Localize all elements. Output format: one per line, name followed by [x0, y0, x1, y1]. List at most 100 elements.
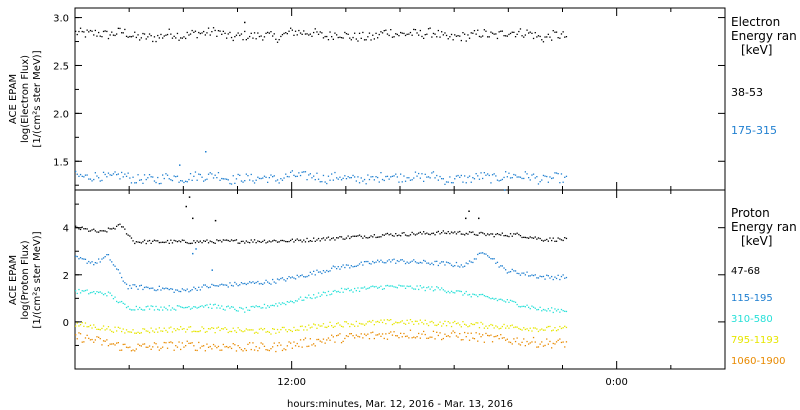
data-point — [406, 33, 408, 35]
data-point — [189, 342, 192, 344]
data-point — [255, 305, 257, 307]
data-point — [193, 31, 195, 33]
data-point — [375, 236, 377, 239]
data-point — [503, 337, 505, 339]
data-point — [521, 305, 523, 308]
y-tick-label: 2 — [63, 271, 69, 282]
series-38-53 — [75, 21, 568, 43]
data-point — [526, 271, 528, 273]
data-point — [487, 36, 489, 38]
data-point — [106, 30, 108, 33]
data-point — [480, 293, 482, 296]
data-point — [326, 269, 328, 272]
data-point — [424, 333, 426, 336]
data-point — [134, 350, 136, 352]
data-point — [360, 287, 362, 289]
data-point — [386, 175, 389, 177]
data-point — [185, 331, 187, 333]
data-point — [147, 36, 149, 38]
y-tick-label: 4 — [63, 224, 69, 235]
data-point — [324, 271, 326, 273]
data-point — [482, 323, 484, 325]
data-point — [449, 176, 451, 178]
data-point — [472, 177, 474, 179]
data-point — [262, 307, 264, 309]
data-point — [514, 326, 517, 328]
data-point — [467, 263, 469, 265]
data-point — [130, 309, 133, 311]
data-point — [426, 262, 428, 264]
data-point — [472, 231, 474, 233]
data-point — [309, 338, 311, 340]
data-point — [546, 310, 548, 312]
data-point — [534, 327, 536, 329]
data-point — [214, 219, 217, 222]
data-point — [427, 286, 430, 288]
data-point — [564, 310, 566, 312]
data-point — [534, 341, 536, 343]
data-point — [272, 304, 274, 306]
data-point — [472, 293, 474, 295]
data-point — [559, 238, 561, 240]
data-point — [385, 333, 387, 335]
data-point — [235, 350, 238, 352]
data-point — [500, 234, 502, 236]
data-point — [391, 259, 394, 261]
data-point — [89, 324, 92, 326]
data-point — [460, 39, 462, 42]
data-point — [528, 32, 530, 34]
data-point — [280, 178, 282, 180]
data-point — [308, 345, 310, 347]
data-point — [513, 338, 515, 340]
data-point — [536, 36, 538, 38]
data-point — [145, 330, 147, 332]
data-point — [290, 300, 292, 302]
data-point — [526, 304, 528, 306]
data-point — [480, 172, 482, 174]
data-point — [79, 324, 82, 326]
data-point — [342, 177, 344, 179]
data-point — [483, 172, 485, 174]
data-point — [99, 291, 101, 293]
data-point — [230, 36, 233, 39]
data-point — [514, 301, 517, 303]
data-point — [76, 226, 78, 229]
data-point — [217, 326, 220, 328]
data-point — [262, 283, 264, 285]
data-point — [237, 345, 239, 347]
data-point — [459, 35, 461, 37]
data-point — [281, 239, 284, 242]
data-point — [536, 328, 538, 330]
data-point — [250, 173, 252, 176]
data-point — [207, 306, 210, 309]
data-point — [551, 239, 553, 242]
data-point — [485, 332, 487, 335]
data-point — [237, 285, 239, 287]
data-point — [491, 341, 494, 343]
data-point — [288, 341, 290, 343]
data-point — [519, 274, 522, 276]
data-point — [421, 287, 423, 289]
data-point — [528, 329, 530, 332]
data-point — [242, 308, 244, 310]
data-point — [171, 37, 174, 39]
data-point — [81, 175, 83, 177]
data-point — [265, 307, 267, 309]
data-point — [468, 325, 471, 327]
data-point — [459, 290, 461, 292]
data-point — [306, 329, 308, 331]
data-point — [212, 27, 215, 29]
data-point — [332, 179, 334, 181]
data-point — [304, 326, 307, 328]
data-point — [319, 240, 321, 242]
data-point — [431, 36, 433, 38]
electron-ylabel-line-3: [1/(cm²s ster MeV)] — [32, 50, 43, 147]
data-point — [496, 179, 499, 181]
data-point — [313, 343, 315, 345]
data-point — [395, 321, 397, 323]
data-point — [355, 320, 357, 323]
data-point — [483, 295, 485, 297]
data-point — [383, 288, 385, 290]
data-point — [313, 175, 315, 177]
data-point — [143, 174, 146, 176]
